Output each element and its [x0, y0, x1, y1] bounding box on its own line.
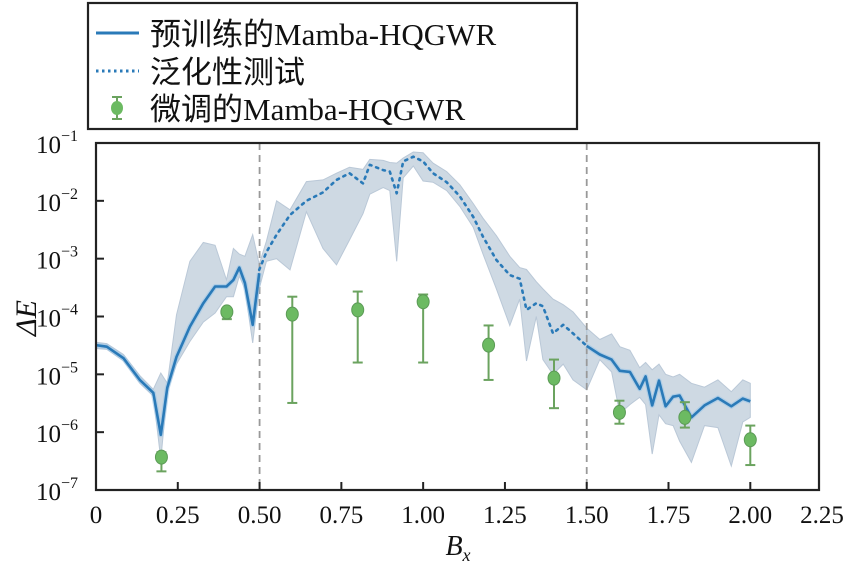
legend-label-finetuned: 微调的Mamba-HQGWR — [150, 92, 465, 127]
x-tick-label: 0.75 — [319, 502, 363, 529]
finetuned-point — [547, 358, 561, 410]
y-tick-exponent: −4 — [61, 302, 78, 319]
legend: 预训练的Mamba-HQGWR 泛化性测试 微调的Mamba-HQGWR — [86, 1, 579, 131]
confidence-band-0-1 — [586, 327, 751, 468]
finetuned-marker — [351, 302, 365, 318]
finetuned-point — [678, 401, 692, 429]
y-tick-exponent: −6 — [61, 417, 78, 434]
finetuned-point — [285, 295, 299, 404]
x-tick-label: 1.00 — [401, 502, 445, 529]
y-tick-base: 10 — [36, 479, 61, 506]
finetuned-point — [154, 449, 168, 473]
series-line-0-1 — [585, 344, 751, 419]
finetuned-marker — [612, 404, 626, 420]
legend-box — [86, 1, 579, 131]
finetuned-point — [220, 304, 234, 321]
y-tick-exponent: −7 — [61, 475, 78, 492]
y-tick-exponent: −1 — [61, 128, 78, 145]
y-tick-label: 10−4 — [36, 302, 78, 333]
y-tick-label: 10−3 — [36, 244, 78, 275]
series-lines — [95, 155, 752, 438]
confidence-band-0-0 — [95, 232, 260, 460]
x-tick-label: 1.50 — [565, 502, 609, 529]
y-tick-base: 10 — [36, 363, 61, 390]
y-tick-base: 10 — [36, 190, 61, 217]
y-tick-label: 10−2 — [36, 186, 78, 217]
finetuned-marker — [416, 294, 430, 310]
series-line-0-0 — [95, 266, 261, 437]
finetuned-marker — [154, 449, 168, 465]
reference-lines — [258, 143, 588, 490]
x-axis-label-main: B — [445, 531, 462, 562]
finetuned-points — [154, 290, 757, 473]
x-tick-label: 2.00 — [728, 502, 772, 529]
finetuned-point — [612, 399, 626, 425]
x-tick-label: 1.25 — [483, 502, 527, 529]
y-tick-exponent: −5 — [61, 359, 78, 376]
finetuned-marker — [743, 432, 757, 448]
y-tick-base: 10 — [36, 248, 61, 275]
finetuned-marker — [482, 337, 496, 353]
finetuned-point — [351, 290, 365, 364]
x-tick-label: 2.25 — [800, 502, 844, 529]
finetuned-point — [416, 293, 430, 364]
finetuned-marker — [220, 304, 234, 320]
legend-label-pretrained: 预训练的Mamba-HQGWR — [150, 17, 496, 52]
finetuned-point — [743, 424, 757, 467]
y-tick-label: 10−1 — [36, 128, 78, 159]
x-tick-label: 0.50 — [238, 502, 282, 529]
series-line-1-0 — [257, 155, 588, 348]
x-axis-label-sub: x — [462, 545, 471, 563]
x-tick-label: 0 — [90, 502, 103, 529]
x-tick-label: 0.25 — [156, 502, 200, 529]
y-tick-exponent: −3 — [61, 244, 78, 261]
x-tick-label: 1.75 — [647, 502, 691, 529]
y-tick-label: 10−5 — [36, 359, 78, 390]
y-tick-label: 10−6 — [36, 417, 78, 448]
y-tick-base: 10 — [36, 132, 61, 159]
finetuned-point — [482, 324, 496, 381]
y-axis-label: ΔE — [10, 300, 43, 337]
finetuned-marker — [285, 306, 299, 322]
finetuned-marker — [547, 370, 561, 386]
legend-label-generalization: 泛化性测试 — [150, 55, 305, 90]
y-tick-label: 10−7 — [36, 475, 78, 506]
y-tick-base: 10 — [36, 421, 61, 448]
legend-errorbar-marker-icon — [111, 96, 123, 120]
axes: 0 0.25 0.50 0.75 1.00 1.25 1.50 1.75 2.00 2.2510−… — [36, 128, 844, 529]
y-tick-exponent: −2 — [61, 186, 78, 203]
finetuned-marker — [678, 409, 692, 425]
x-axis-label: Bx — [445, 531, 470, 563]
y-tick-base: 10 — [36, 306, 61, 333]
